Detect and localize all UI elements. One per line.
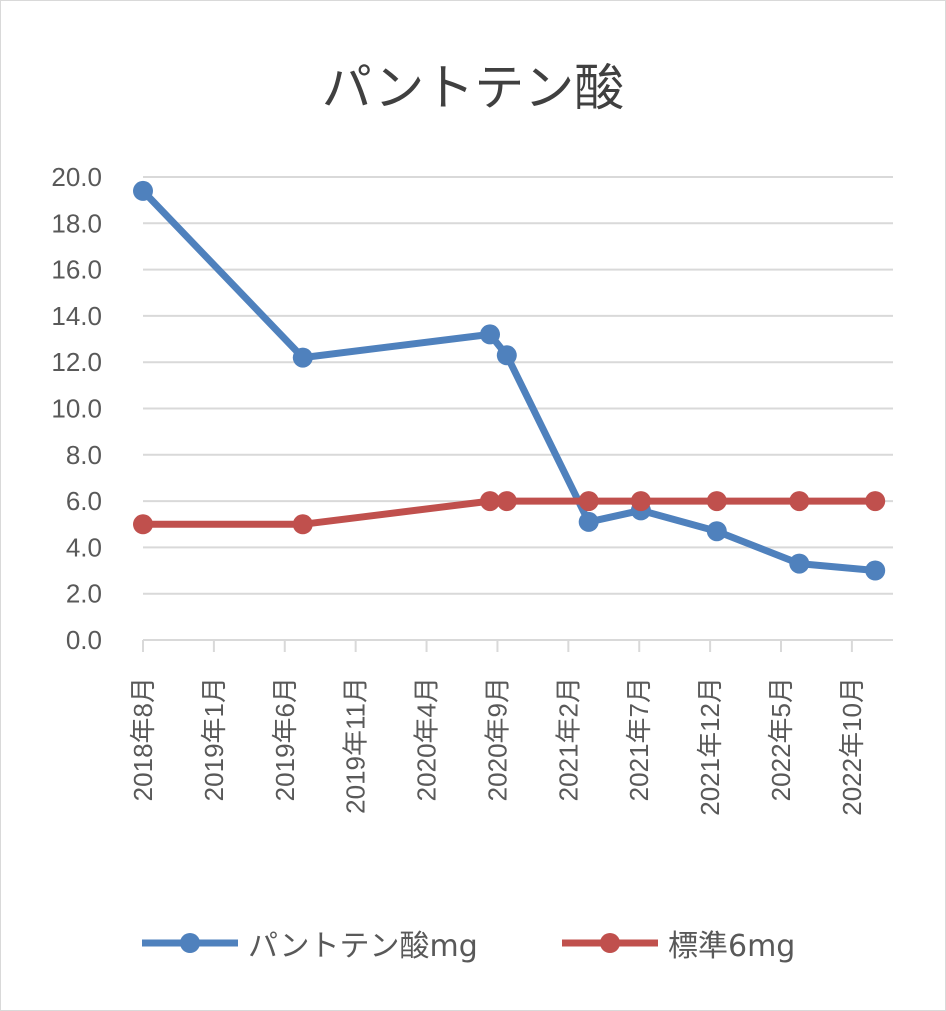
series-2-point <box>865 491 886 512</box>
series-2-point <box>480 491 500 512</box>
y-tick-label: 10.0 <box>51 394 102 424</box>
series-1-point <box>292 347 313 368</box>
y-tick-label: 4.0 <box>66 532 102 562</box>
y-tick-label: 14.0 <box>51 301 102 331</box>
series-1-point <box>496 345 517 366</box>
series-1-point <box>706 521 727 542</box>
x-tick-label: 2022年5月 <box>766 677 796 801</box>
legend-marker-standard <box>562 933 658 953</box>
series-2-point <box>706 491 727 512</box>
x-tick-label: 2019年11月 <box>341 677 371 814</box>
series-2-point <box>292 514 313 535</box>
series-2-point <box>630 491 651 512</box>
series-1-point <box>578 511 599 532</box>
y-tick-label: 8.0 <box>66 440 102 470</box>
y-tick-label: 0.0 <box>66 625 102 655</box>
series-1-point <box>789 553 810 574</box>
x-tick-label: 2022年10月 <box>837 677 867 816</box>
y-tick-label: 16.0 <box>51 255 102 285</box>
chart-title: パントテン酸 <box>321 59 625 117</box>
legend-item-pantothenic: パントテン酸mg <box>140 918 478 968</box>
x-tick-label: 2021年12月 <box>695 677 725 816</box>
x-tick-label: 2021年7月 <box>624 677 654 801</box>
legend: パントテン酸mg 標準6mg <box>0 918 946 968</box>
series-2-point <box>578 491 599 512</box>
x-tick-label: 2019年1月 <box>199 677 229 801</box>
x-tick-label: 2021年2月 <box>553 677 583 801</box>
legend-item-standard: 標準6mg <box>560 918 795 968</box>
series-1-point <box>480 324 500 345</box>
series-2-point <box>789 491 810 512</box>
y-tick-label: 2.0 <box>66 579 102 609</box>
x-tick-label: 2018年8月 <box>128 677 158 801</box>
legend-marker-pantothenic <box>142 933 238 953</box>
series-2-point <box>496 491 517 512</box>
legend-label-pantothenic: パントテン酸mg <box>248 929 478 964</box>
legend-label-standard: 標準6mg <box>668 929 796 964</box>
y-tick-label: 18.0 <box>51 208 102 238</box>
x-tick-label: 2020年9月 <box>482 677 512 801</box>
series-1-point <box>865 560 886 581</box>
x-tick-label: 2019年6月 <box>270 677 300 801</box>
series-line-1 <box>140 188 876 574</box>
x-tick-label: 2020年4月 <box>412 677 442 801</box>
series-2-point <box>133 514 153 535</box>
series-1-point <box>133 180 153 201</box>
y-tick-label: 6.0 <box>66 486 102 516</box>
y-tick-label: 20.0 <box>51 162 102 192</box>
y-tick-label: 12.0 <box>51 347 102 377</box>
